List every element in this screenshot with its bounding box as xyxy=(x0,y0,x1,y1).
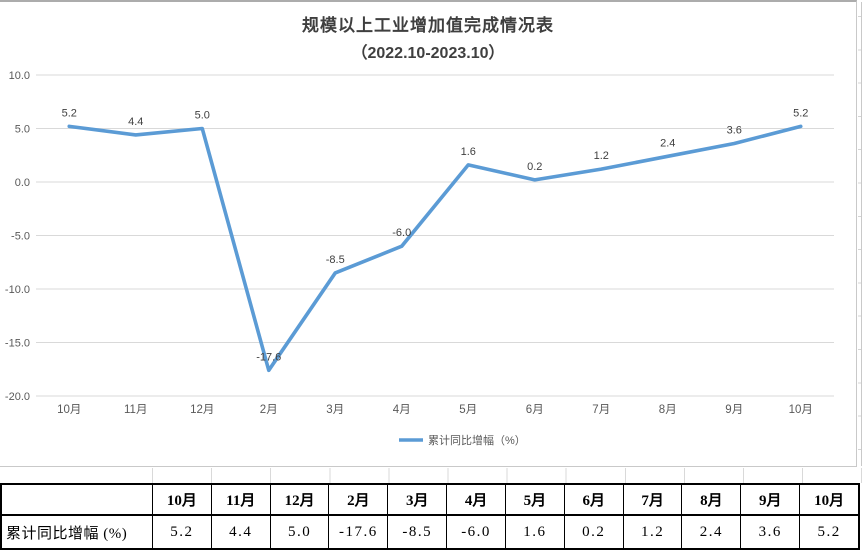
data-point-label: 1.6 xyxy=(461,146,476,158)
table-value-cell[interactable]: 5.2 xyxy=(152,514,211,548)
table-header-cell[interactable]: 12月 xyxy=(269,485,329,514)
data-point-label: 5.2 xyxy=(62,107,77,119)
data-point-label: -17.6 xyxy=(256,351,281,363)
y-axis-tick-label: -5.0 xyxy=(11,231,30,243)
table-header-cell[interactable]: 2月 xyxy=(328,485,387,514)
y-axis-tick-label: -15.0 xyxy=(5,338,30,350)
table-row-label-cell[interactable]: 累计同比增幅 (%) xyxy=(2,514,152,548)
data-point-label: 0.2 xyxy=(527,161,542,173)
table-header-cell[interactable]: 9月 xyxy=(740,485,799,514)
x-axis-tick-label: 12月 xyxy=(190,404,214,416)
chart-title: 规模以上工业增加值完成情况表 xyxy=(302,16,554,35)
chart-object[interactable]: 10.0 5.0 0.0 -5.0 -10.0 -15.0 -20.0 10月 11月 12月 2月… xyxy=(0,0,857,467)
data-point-label: 5.2 xyxy=(793,107,808,119)
y-axis-tick-label: 10.0 xyxy=(9,70,30,82)
data-point-label: 5.0 xyxy=(195,110,210,122)
spreadsheet-right-gridlines xyxy=(858,2,862,466)
table-value-cell[interactable]: -8.5 xyxy=(387,514,447,548)
x-axis-tick-label: 7月 xyxy=(592,404,610,416)
y-axis-tick-label: 0.0 xyxy=(15,177,30,189)
table-header-cell[interactable]: 4月 xyxy=(446,485,505,514)
x-axis-tick-label: 3月 xyxy=(326,404,344,416)
data-point-label: 2.4 xyxy=(660,137,675,149)
x-axis-tick-label: 5月 xyxy=(459,404,477,416)
data-point-label: -8.5 xyxy=(326,254,345,266)
data-point-label: 4.4 xyxy=(128,116,143,128)
x-axis-tick-label: 6月 xyxy=(526,404,544,416)
table-header-cell[interactable]: 5月 xyxy=(504,485,564,514)
chart-subtitle: （2022.10-2023.10） xyxy=(351,45,505,62)
table-value-cell[interactable]: 3.6 xyxy=(740,514,800,548)
data-point-label: 1.2 xyxy=(594,150,609,162)
table-value-cell[interactable]: 4.4 xyxy=(210,514,270,548)
x-axis-tick-label: 2月 xyxy=(260,404,278,416)
x-axis-tick-label: 4月 xyxy=(393,404,411,416)
table-header-cell[interactable]: 6月 xyxy=(563,485,623,514)
x-axis-tick-label: 10月 xyxy=(57,404,81,416)
table-value-cell[interactable]: 0.2 xyxy=(563,514,623,548)
y-axis-tick-label: -20.0 xyxy=(5,391,30,403)
data-table: 10月 11月 12月 2月 3月 4月 5月 6月 7月 8月 9月 10月 累计同比增幅 (%) 5.… xyxy=(0,483,860,550)
table-header-cell[interactable]: 10月 xyxy=(799,485,858,514)
x-axis-tick-label: 10月 xyxy=(789,404,813,416)
table-value-cell[interactable]: 5.2 xyxy=(799,514,858,548)
x-axis-tick-label: 9月 xyxy=(725,404,743,416)
table-value-cell[interactable]: -17.6 xyxy=(328,514,388,548)
spreadsheet-gap-gridlines xyxy=(152,468,862,483)
table-value-cell[interactable]: 1.2 xyxy=(622,514,682,548)
y-axis-tick-label: -10.0 xyxy=(5,284,30,296)
table-header-cell[interactable]: 11月 xyxy=(210,485,270,514)
x-axis-tick-label: 11月 xyxy=(124,404,147,416)
table-value-cell[interactable]: -6.0 xyxy=(446,514,505,548)
table-header-cell[interactable]: 8月 xyxy=(681,485,740,514)
line-chart-svg: 10.0 5.0 0.0 -5.0 -10.0 -15.0 -20.0 10月 11月 12月 2月… xyxy=(5,70,834,447)
data-point-label: 3.6 xyxy=(727,124,742,136)
table-header-cell[interactable]: 3月 xyxy=(387,485,446,514)
series-line[interactable] xyxy=(67,124,803,373)
table-header-cell[interactable]: 10月 xyxy=(152,485,211,514)
data-point-label: -6.0 xyxy=(392,227,411,239)
x-axis-tick-label: 8月 xyxy=(659,404,677,416)
table-value-cell[interactable]: 2.4 xyxy=(681,514,741,548)
legend-label[interactable]: 累计同比增幅（%） xyxy=(428,433,526,447)
table-value-cell[interactable]: 1.6 xyxy=(504,514,564,548)
y-axis-tick-label: 5.0 xyxy=(15,124,30,136)
table-value-cell[interactable]: 5.0 xyxy=(269,514,329,548)
table-corner-cell[interactable] xyxy=(2,485,152,514)
table-header-cell[interactable]: 7月 xyxy=(622,485,682,514)
